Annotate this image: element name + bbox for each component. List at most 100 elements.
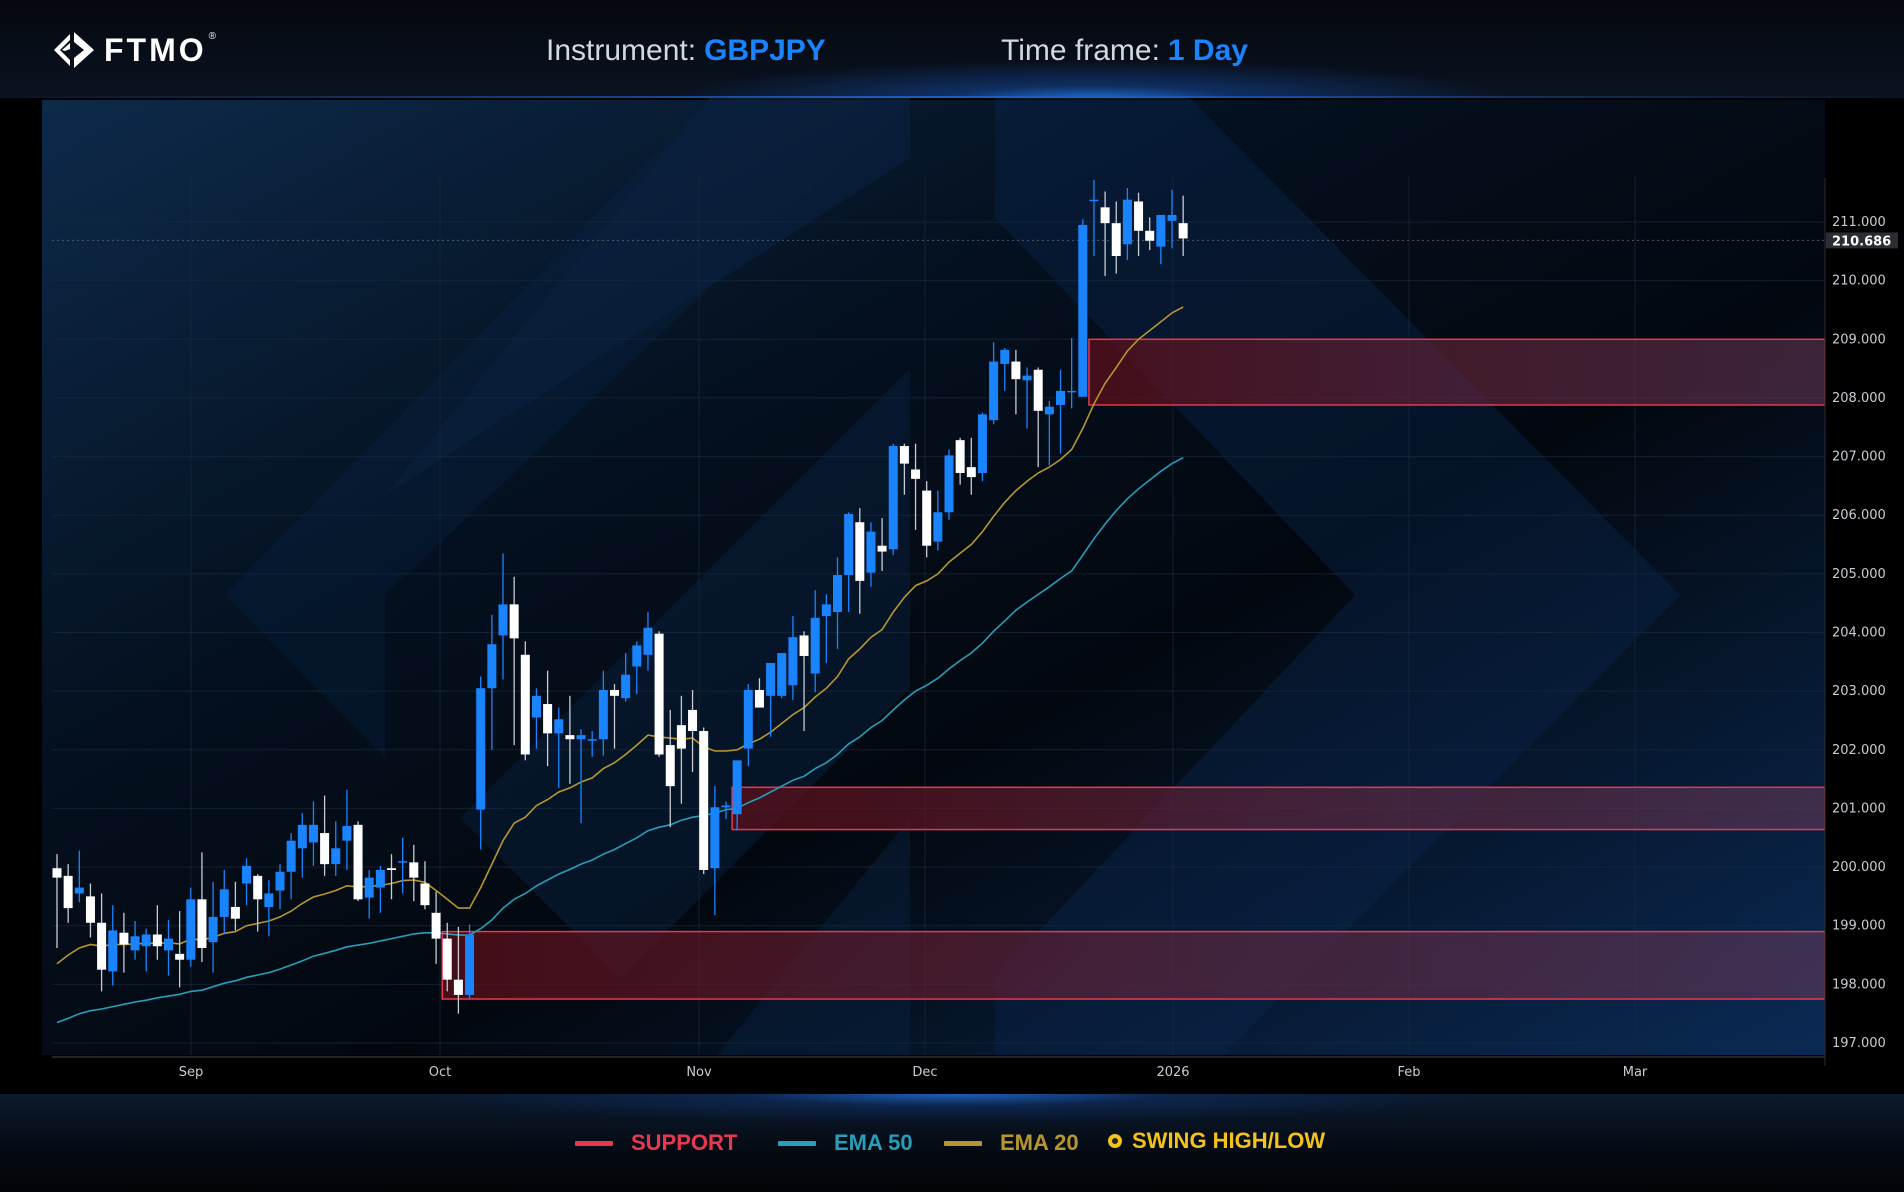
candle	[989, 342, 999, 425]
candle	[164, 919, 173, 976]
candle	[732, 760, 742, 831]
candle	[509, 576, 519, 746]
candle	[498, 553, 508, 680]
time-tick-label: Dec	[912, 1065, 937, 1080]
candle	[743, 684, 753, 767]
candle	[520, 641, 530, 761]
candle	[119, 912, 129, 973]
candle	[587, 731, 597, 757]
candle	[1100, 191, 1110, 276]
candle	[398, 837, 408, 894]
time-tick-label: Nov	[686, 1065, 712, 1080]
candle	[487, 614, 497, 750]
legend-ema20-label: EMA 20	[1000, 1130, 1079, 1155]
ema50-line	[56, 456, 1184, 1024]
support-zones	[441, 338, 1826, 1000]
time-tick-label: Mar	[1623, 1065, 1648, 1080]
candle	[175, 911, 185, 988]
candle	[108, 905, 118, 986]
candle	[1145, 217, 1155, 251]
candle	[409, 844, 419, 902]
price-tick-label: 209.000	[1832, 332, 1886, 347]
header-bar: FTMO ® Instrument: GBPJPY Time frame: 1 Da…	[0, 0, 1904, 98]
price-tick-label: 203.000	[1832, 684, 1886, 699]
legend-footer: SUPPORT EMA 50 EMA 20 SWING HIGH/LOW	[0, 1094, 1904, 1192]
candle	[799, 631, 809, 732]
price-tick-label: 199.000	[1832, 919, 1886, 934]
candle	[186, 887, 196, 967]
candle	[531, 688, 541, 749]
candle	[1067, 338, 1077, 409]
ftmo-logo: FTMO ®	[52, 30, 216, 70]
candle	[1089, 179, 1099, 257]
timeframe-value: 1 Day	[1167, 34, 1248, 67]
candle	[97, 893, 107, 992]
price-axis-background	[1825, 98, 1904, 1094]
candle	[308, 801, 318, 866]
candle	[208, 881, 218, 973]
time-axis[interactable]: Sep Oct Nov Dec 2026 Feb Mar	[179, 1065, 1648, 1080]
legend-support-label: SUPPORT	[631, 1130, 738, 1155]
candle	[888, 443, 898, 556]
price-tick-label: 201.000	[1832, 801, 1886, 816]
candle	[1011, 349, 1021, 415]
candle	[911, 443, 921, 530]
candle	[52, 854, 62, 948]
instrument-label: Instrument:	[546, 34, 697, 67]
candle	[933, 490, 943, 551]
chart-area[interactable]: 211.000 210.000 209.000 208.000 207.000 206.0…	[0, 98, 1904, 1094]
candle	[554, 707, 564, 788]
time-tick-label: Sep	[179, 1065, 204, 1080]
timeframe-label: Time frame:	[1001, 34, 1160, 67]
candle	[1167, 189, 1177, 249]
instrument-info: Instrument: GBPJPY	[546, 34, 826, 68]
candle	[710, 786, 720, 916]
candle	[264, 879, 274, 937]
price-tick-label: 211.000	[1832, 215, 1886, 230]
candle	[85, 883, 95, 938]
swing-dot-icon	[1108, 1134, 1122, 1148]
price-tick-label: 204.000	[1832, 626, 1886, 641]
candle	[453, 926, 463, 1014]
price-tick-label: 207.000	[1832, 450, 1886, 465]
candle	[1122, 187, 1132, 261]
candle	[688, 689, 698, 773]
price-tick-label: 210.000	[1832, 274, 1886, 289]
candlestick-chart[interactable]: 211.000 210.000 209.000 208.000 207.000 206.0…	[0, 98, 1904, 1094]
candle	[844, 512, 854, 612]
candle	[331, 821, 341, 876]
ema20-line-icon	[944, 1140, 982, 1146]
candle	[966, 437, 976, 495]
legend-support: SUPPORT	[575, 1130, 737, 1156]
time-axis-background	[0, 1055, 1904, 1094]
support-zone	[731, 786, 1826, 831]
price-tick-label: 208.000	[1832, 391, 1886, 406]
ema50-line-icon	[778, 1140, 816, 1146]
legend-ema20: EMA 20	[944, 1130, 1079, 1156]
candle	[977, 412, 987, 482]
candle	[665, 709, 675, 828]
candle	[1111, 201, 1121, 274]
candle	[1078, 219, 1088, 397]
candle	[576, 729, 586, 824]
candle	[721, 801, 731, 819]
candle	[821, 594, 831, 663]
candle	[565, 695, 575, 784]
candle	[275, 864, 285, 910]
candle	[74, 850, 84, 903]
candle	[955, 437, 965, 485]
candle	[242, 858, 252, 906]
candle	[543, 670, 553, 767]
candle	[375, 865, 385, 913]
candles	[52, 179, 1188, 1014]
candle	[342, 789, 352, 871]
candle	[632, 641, 642, 695]
time-tick-label: Oct	[429, 1065, 451, 1080]
candle	[766, 662, 776, 737]
ema-lines	[56, 306, 1184, 1024]
price-axis[interactable]: 211.000 210.000 209.000 208.000 207.000 206.0…	[1826, 215, 1898, 1051]
candle	[253, 874, 263, 932]
candle	[152, 905, 162, 960]
legend-ema50-label: EMA 50	[834, 1130, 913, 1155]
brand-name: FTMO	[104, 31, 207, 68]
